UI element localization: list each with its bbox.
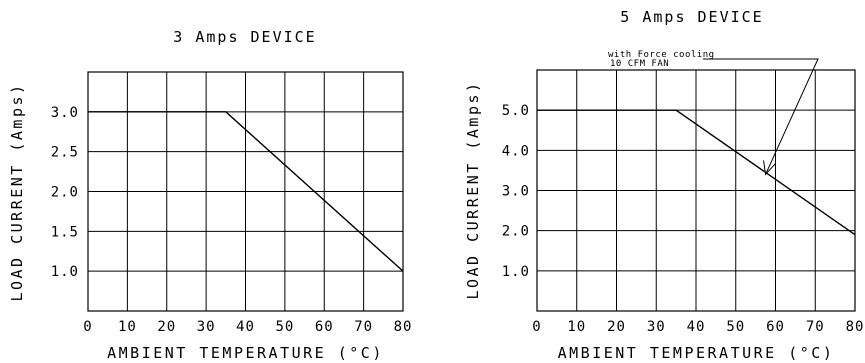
x-tick-label: 50 — [726, 319, 745, 335]
x-tick-label: 80 — [846, 319, 865, 335]
x-tick-label: 70 — [806, 319, 825, 335]
x-tick-label: 60 — [766, 319, 785, 335]
annotation-arrowhead — [763, 160, 776, 176]
y-axis-label: LOAD CURRENT (Amps) — [464, 80, 482, 299]
series-line — [537, 109, 856, 236]
x-tick-label: 40 — [236, 319, 255, 335]
x-tick-label: 20 — [607, 319, 626, 335]
y-tick-label: 2.5 — [51, 145, 79, 161]
y-tick-label: 2.0 — [502, 224, 530, 240]
chart-5-amps: 5 Amps DEVICE 0 10 20 30 40 50 60 70 80 1.0 2.0 3.0 4… — [464, 8, 865, 362]
y-tick-label: 1.0 — [51, 264, 79, 280]
y-tick-label: 5.0 — [502, 103, 530, 119]
plot-frame — [536, 69, 856, 312]
x-tick-label: 50 — [275, 319, 294, 335]
y-tick-label: 4.0 — [502, 143, 530, 159]
annotation-leader — [703, 58, 819, 175]
y-tick-label: 2.0 — [51, 185, 79, 201]
x-tick-label: 10 — [118, 319, 137, 335]
x-tick-label: 10 — [567, 319, 586, 335]
series-line — [88, 111, 404, 272]
y-tick-label: 1.0 — [502, 264, 530, 280]
x-tick-label: 30 — [647, 319, 666, 335]
chart-title: 3 Amps DEVICE — [173, 28, 316, 46]
x-tick-label: 60 — [315, 319, 334, 335]
annotation-label: 10 CFM FAN — [610, 59, 669, 69]
x-axis-label: AMBIENT TEMPERATURE (°C) — [558, 344, 835, 362]
y-tick-label: 1.5 — [51, 224, 79, 240]
y-tick-label: 3.0 — [502, 184, 530, 200]
chart-title: 5 Amps DEVICE — [620, 8, 763, 26]
y-axis-label: LOAD CURRENT (Amps) — [8, 82, 26, 301]
chart-3-amps: 3 Amps DEVICE 0 10 20 30 40 50 60 70 80 1.0 1.5 2.0 2… — [8, 28, 413, 362]
annotation-label: with Force cooling — [608, 50, 715, 60]
x-tick-label: 0 — [532, 319, 541, 335]
x-tick-label: 70 — [354, 319, 373, 335]
x-tick-label: 80 — [394, 319, 413, 335]
x-axis-label: AMBIENT TEMPERATURE (°C) — [107, 344, 384, 362]
x-tick-label: 20 — [157, 319, 176, 335]
y-tick-label: 3.0 — [51, 105, 79, 121]
x-tick-label: 30 — [197, 319, 216, 335]
plot-frame — [87, 71, 404, 312]
x-tick-label: 0 — [83, 319, 92, 335]
x-tick-label: 40 — [687, 319, 706, 335]
